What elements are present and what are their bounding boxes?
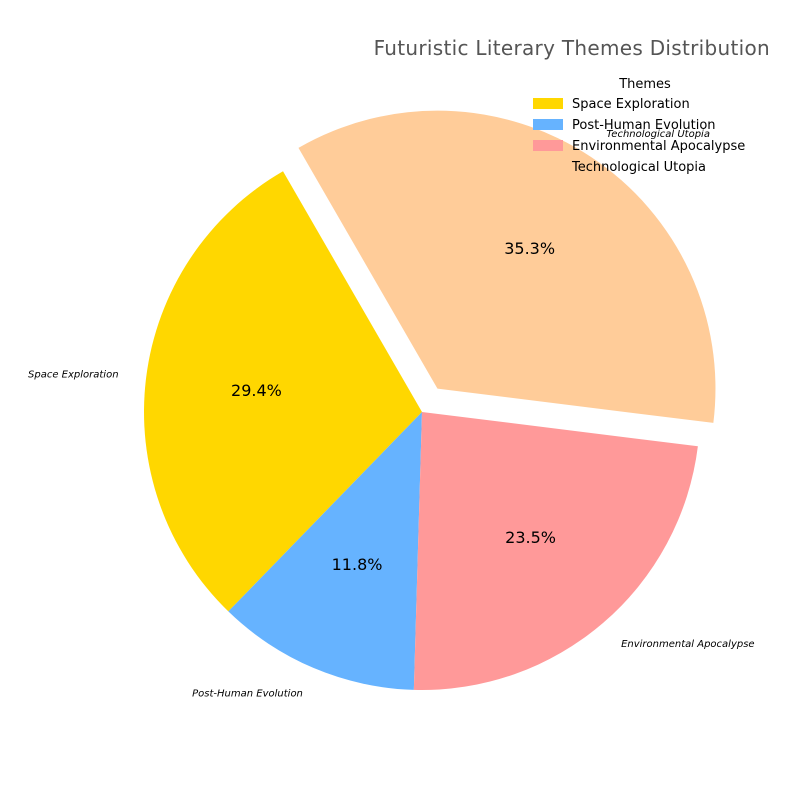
percent-labels: 29.4% 11.8% 23.5% 35.3% xyxy=(231,239,556,574)
slice-label: Technological Utopia xyxy=(606,129,710,140)
legend-label: Technological Utopia xyxy=(571,160,706,175)
pie-slice-post-human-evolution xyxy=(228,412,422,690)
legend-label: Space Exploration xyxy=(572,97,690,112)
pie-slice-technological-utopia xyxy=(298,110,716,423)
pie-slice-environmental-apocalypse xyxy=(413,412,698,690)
percent-label: 35.3% xyxy=(504,239,555,258)
pie-slices xyxy=(143,110,716,690)
chart-title: Futuristic Literary Themes Distribution xyxy=(374,36,770,60)
percent-label: 11.8% xyxy=(332,555,383,574)
slice-label: Environmental Apocalypse xyxy=(621,639,755,650)
legend-label: Post-Human Evolution xyxy=(572,118,716,133)
legend-label: Environmental Apocalypse xyxy=(572,139,745,154)
slice-label: Space Exploration xyxy=(28,369,119,380)
percent-label: 29.4% xyxy=(231,381,282,400)
percent-label: 23.5% xyxy=(505,528,556,547)
legend-swatch xyxy=(533,140,563,151)
legend: Themes Space Exploration Post-Human Evolu… xyxy=(533,77,745,175)
slice-label: Post-Human Evolution xyxy=(192,689,303,700)
legend-swatch xyxy=(533,119,563,130)
legend-swatch xyxy=(533,98,563,109)
pie-slice-space-exploration xyxy=(143,171,422,612)
legend-swatch xyxy=(533,161,563,172)
legend-title: Themes xyxy=(618,77,671,92)
slice-labels: Space Exploration Post-Human Evolution Env… xyxy=(28,129,755,700)
